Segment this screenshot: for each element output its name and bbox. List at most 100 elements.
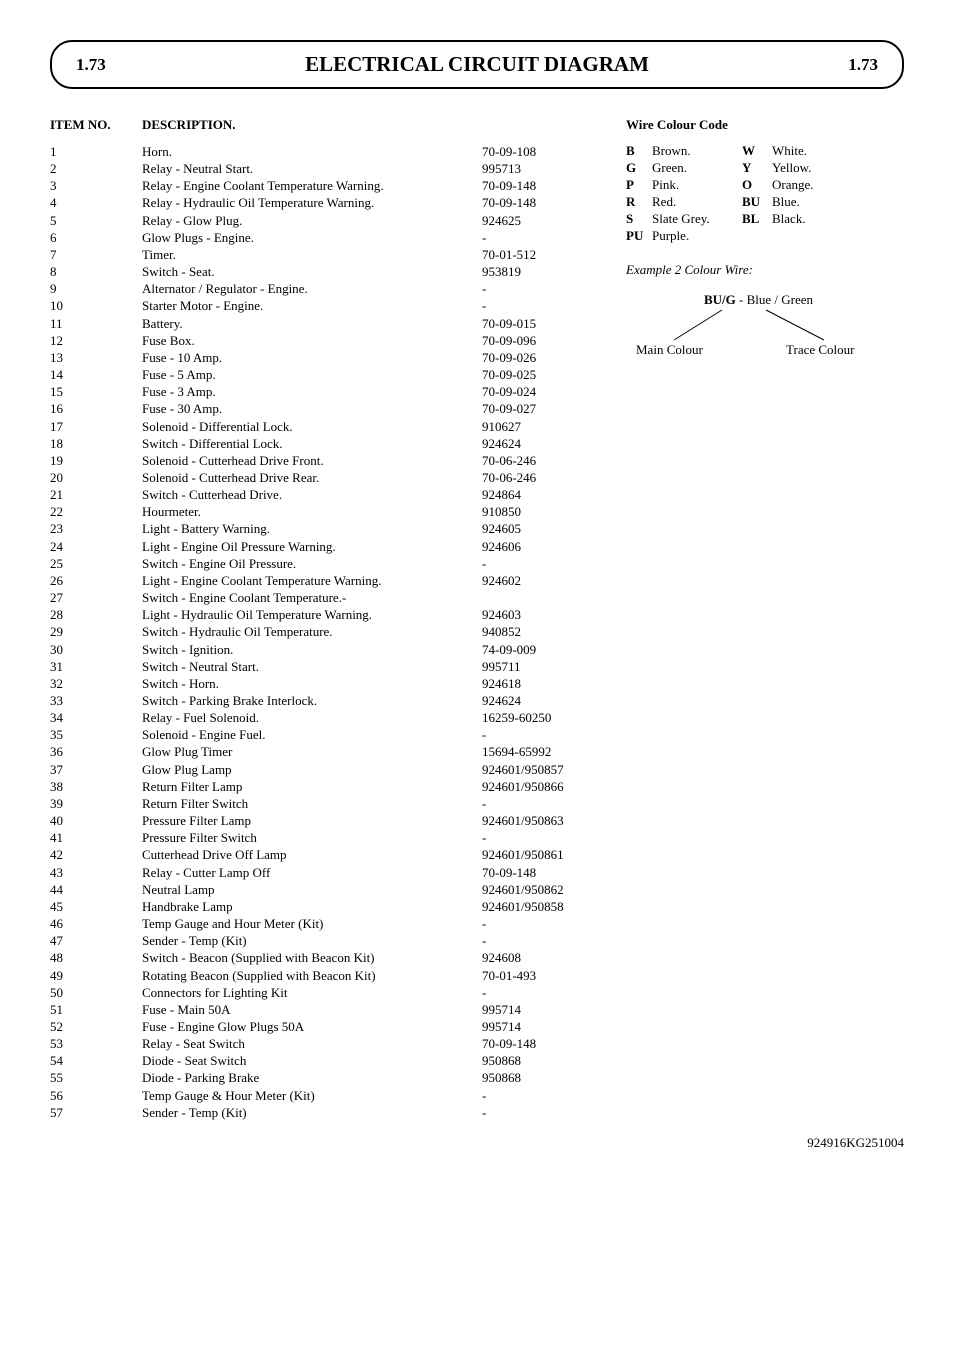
cell-description: Fuse Box. bbox=[142, 332, 482, 349]
table-row: 44Neutral Lamp924601/950862 bbox=[50, 881, 602, 898]
header-item-no: ITEM NO. bbox=[50, 117, 142, 133]
cell-description: Switch - Seat. bbox=[142, 263, 482, 280]
table-row: 4Relay - Hydraulic Oil Temperature Warni… bbox=[50, 194, 602, 211]
cell-description: Timer. bbox=[142, 246, 482, 263]
cell-item-no: 7 bbox=[50, 246, 142, 263]
table-row: 7Timer.70-01-512 bbox=[50, 246, 602, 263]
wire-example-diagram: BU/G - Blue / Green Main Colour Trace Co… bbox=[636, 292, 876, 362]
cell-part-no: - bbox=[482, 555, 602, 572]
cell-description: Fuse - Main 50A bbox=[142, 1001, 482, 1018]
colour-code: R bbox=[626, 194, 652, 210]
colour-code: G bbox=[626, 160, 652, 176]
cell-part-no: 924605 bbox=[482, 520, 602, 537]
cell-part-no: 924625 bbox=[482, 212, 602, 229]
table-row: 54Diode - Seat Switch950868 bbox=[50, 1052, 602, 1069]
cell-description: Fuse - 30 Amp. bbox=[142, 400, 482, 417]
cell-item-no: 10 bbox=[50, 297, 142, 314]
colour-name: Black. bbox=[772, 211, 904, 227]
table-row: 49Rotating Beacon (Supplied with Beacon … bbox=[50, 967, 602, 984]
cell-item-no: 46 bbox=[50, 915, 142, 932]
cell-description: Temp Gauge and Hour Meter (Kit) bbox=[142, 915, 482, 932]
cell-part-no: 924601/950863 bbox=[482, 812, 602, 829]
table-row: 47Sender - Temp (Kit)- bbox=[50, 932, 602, 949]
cell-description: Fuse - 3 Amp. bbox=[142, 383, 482, 400]
cell-description: Switch - Horn. bbox=[142, 675, 482, 692]
cell-item-no: 47 bbox=[50, 932, 142, 949]
cell-item-no: 6 bbox=[50, 229, 142, 246]
cell-description: Light - Engine Coolant Temperature Warni… bbox=[142, 572, 482, 589]
table-row: 21Switch - Cutterhead Drive.924864 bbox=[50, 486, 602, 503]
cell-item-no: 20 bbox=[50, 469, 142, 486]
example-title: Example 2 Colour Wire: bbox=[626, 262, 904, 278]
table-row: 36Glow Plug Timer15694-65992 bbox=[50, 743, 602, 760]
cell-part-no: 924601/950857 bbox=[482, 761, 602, 778]
colour-code: BL bbox=[742, 211, 772, 227]
cell-item-no: 53 bbox=[50, 1035, 142, 1052]
cell-item-no: 33 bbox=[50, 692, 142, 709]
cell-item-no: 4 bbox=[50, 194, 142, 211]
cell-part-no: 70-09-108 bbox=[482, 143, 602, 160]
table-row: 24Light - Engine Oil Pressure Warning.92… bbox=[50, 538, 602, 555]
cell-description: Cutterhead Drive Off Lamp bbox=[142, 846, 482, 863]
cell-part-no: 924601/950866 bbox=[482, 778, 602, 795]
cell-part-no: 953819 bbox=[482, 263, 602, 280]
colour-code: W bbox=[742, 143, 772, 159]
table-row: 8Switch - Seat.953819 bbox=[50, 263, 602, 280]
cell-item-no: 36 bbox=[50, 743, 142, 760]
colour-name: Slate Grey. bbox=[652, 211, 742, 227]
cell-description: Switch - Beacon (Supplied with Beacon Ki… bbox=[142, 949, 482, 966]
cell-item-no: 44 bbox=[50, 881, 142, 898]
cell-part-no: 924624 bbox=[482, 435, 602, 452]
colour-name: Green. bbox=[652, 160, 742, 176]
cell-description: Alternator / Regulator - Engine. bbox=[142, 280, 482, 297]
table-row: 22Hourmeter.910850 bbox=[50, 503, 602, 520]
cell-part-no: - bbox=[482, 229, 602, 246]
cell-part-no: - bbox=[482, 984, 602, 1001]
cell-description: Starter Motor - Engine. bbox=[142, 297, 482, 314]
cell-description: Pressure Filter Lamp bbox=[142, 812, 482, 829]
cell-item-no: 16 bbox=[50, 400, 142, 417]
colour-code: Y bbox=[742, 160, 772, 176]
table-row: 39Return Filter Switch- bbox=[50, 795, 602, 812]
cell-part-no: - bbox=[482, 915, 602, 932]
table-row: 2Relay - Neutral Start.995713 bbox=[50, 160, 602, 177]
diagram-code: BU/G bbox=[704, 292, 736, 307]
cell-part-no: - bbox=[482, 1104, 602, 1121]
table-row: 51Fuse - Main 50A995714 bbox=[50, 1001, 602, 1018]
table-row: 13Fuse - 10 Amp.70-09-026 bbox=[50, 349, 602, 366]
cell-part-no: - bbox=[482, 1087, 602, 1104]
cell-part-no: 70-09-148 bbox=[482, 864, 602, 881]
cell-description: Solenoid - Cutterhead Drive Rear. bbox=[142, 469, 482, 486]
table-row: 10Starter Motor - Engine.- bbox=[50, 297, 602, 314]
cell-item-no: 17 bbox=[50, 418, 142, 435]
colour-name: Blue. bbox=[772, 194, 904, 210]
cell-description: Glow Plug Lamp bbox=[142, 761, 482, 778]
cell-description: Switch - Cutterhead Drive. bbox=[142, 486, 482, 503]
title-center: ELECTRICAL CIRCUIT DIAGRAM bbox=[305, 52, 649, 77]
cell-description: Fuse - Engine Glow Plugs 50A bbox=[142, 1018, 482, 1035]
table-row: 6Glow Plugs - Engine.- bbox=[50, 229, 602, 246]
cell-item-no: 56 bbox=[50, 1087, 142, 1104]
cell-part-no: 950868 bbox=[482, 1052, 602, 1069]
cell-item-no: 27 bbox=[50, 589, 142, 606]
cell-description: Glow Plugs - Engine. bbox=[142, 229, 482, 246]
table-row: 50Connectors for Lighting Kit- bbox=[50, 984, 602, 1001]
cell-item-no: 42 bbox=[50, 846, 142, 863]
colour-name: Yellow. bbox=[772, 160, 904, 176]
table-row: 28Light - Hydraulic Oil Temperature Warn… bbox=[50, 606, 602, 623]
cell-description: Connectors for Lighting Kit bbox=[142, 984, 482, 1001]
cell-part-no: 995711 bbox=[482, 658, 602, 675]
table-row: 35Solenoid - Engine Fuel.- bbox=[50, 726, 602, 743]
table-row: 38Return Filter Lamp924601/950866 bbox=[50, 778, 602, 795]
colour-name: Orange. bbox=[772, 177, 904, 193]
cell-item-no: 9 bbox=[50, 280, 142, 297]
table-body: 1Horn.70-09-1082Relay - Neutral Start.99… bbox=[50, 143, 602, 1121]
cell-description: Battery. bbox=[142, 315, 482, 332]
cell-item-no: 1 bbox=[50, 143, 142, 160]
cell-description: Fuse - 10 Amp. bbox=[142, 349, 482, 366]
cell-part-no: 995714 bbox=[482, 1018, 602, 1035]
cell-item-no: 2 bbox=[50, 160, 142, 177]
table-row: 41Pressure Filter Switch- bbox=[50, 829, 602, 846]
cell-part-no: 924864 bbox=[482, 486, 602, 503]
table-row: 20Solenoid - Cutterhead Drive Rear.70-06… bbox=[50, 469, 602, 486]
